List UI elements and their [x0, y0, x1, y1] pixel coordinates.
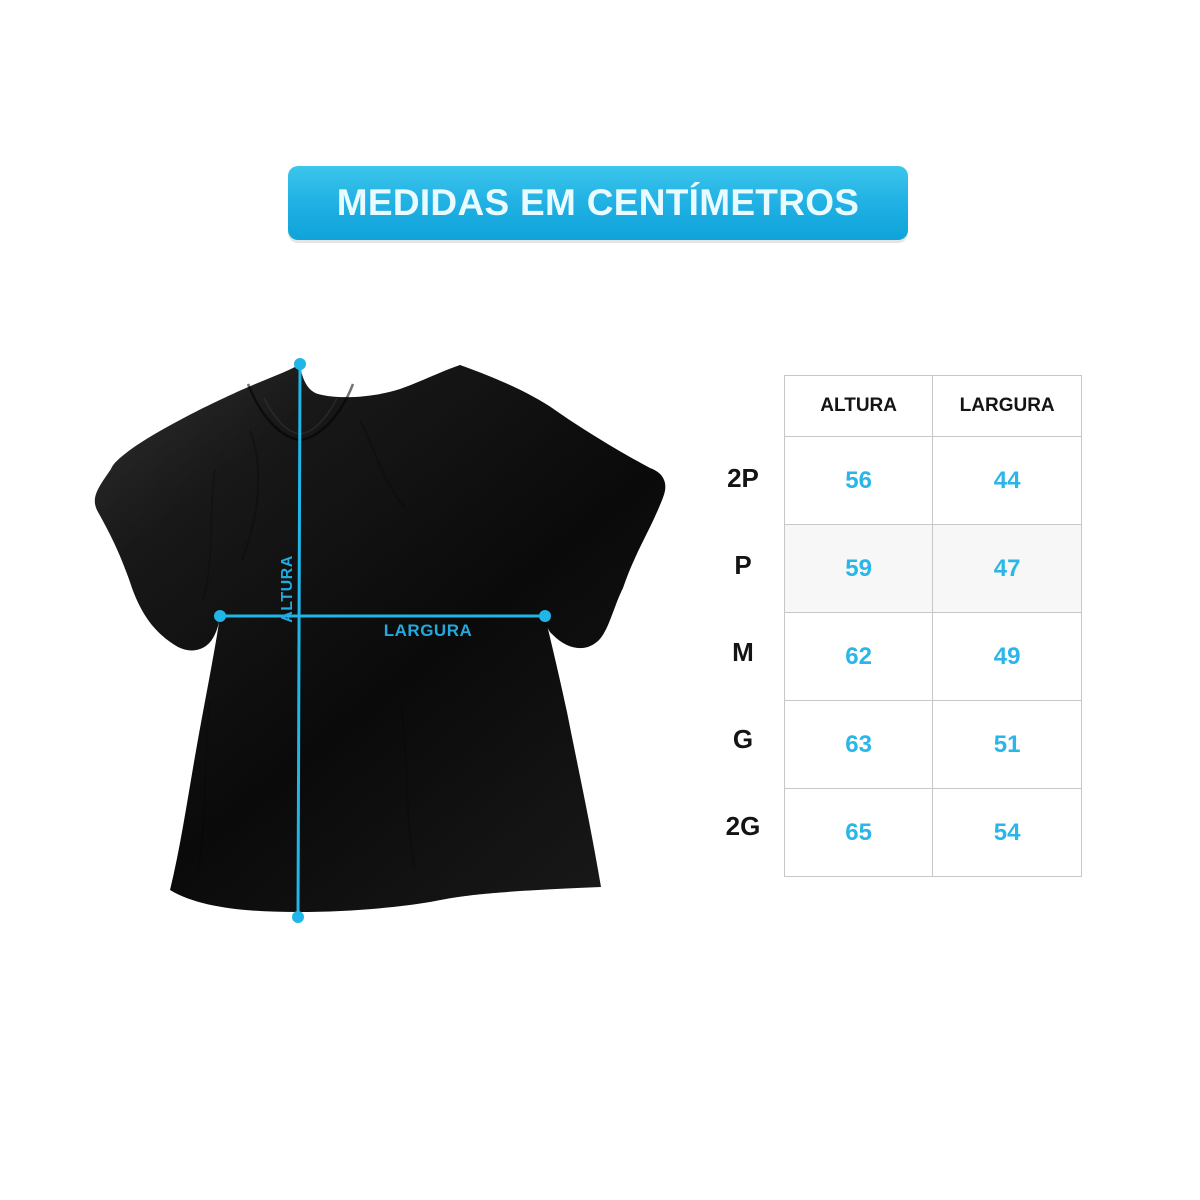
svg-text:ALTURA: ALTURA [279, 555, 296, 623]
svg-text:LARGURA: LARGURA [384, 621, 473, 640]
